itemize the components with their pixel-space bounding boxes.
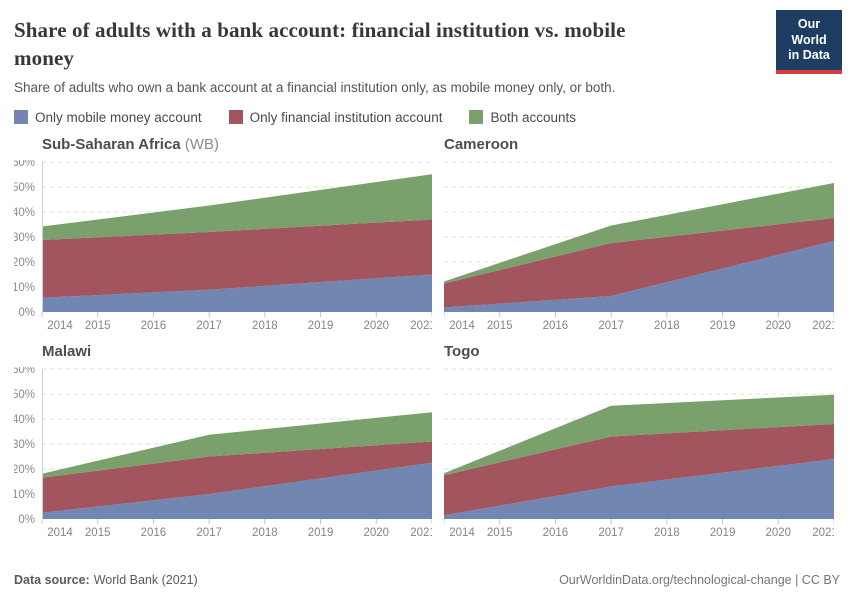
- area-only-financial-institution-account[interactable]: [42, 441, 432, 513]
- y-tick-label: 30%: [14, 439, 35, 451]
- legend-label-both-accounts: Both accounts: [490, 109, 577, 125]
- area-both-accounts[interactable]: [42, 173, 432, 240]
- x-tick-label: 2019: [308, 320, 334, 332]
- owid-logo[interactable]: Our World in Data: [776, 10, 842, 74]
- legend-swatch-financial-only: [228, 110, 243, 125]
- y-tick-label: 10%: [14, 489, 35, 501]
- area-only-financial-institution-account[interactable]: [444, 217, 834, 308]
- x-tick-label: 2021: [812, 320, 834, 332]
- chart-title-sub-saharan-africa: Sub-Saharan Africa (WB): [42, 136, 432, 153]
- chart-cell-cameroon: Cameroon 2014 2015 2016 2017 2018 2019 2020 202…: [444, 136, 834, 334]
- small-multiples-grid: Sub-Saharan Africa (WB) 0% 10% 20% 30% 40% 50…: [14, 136, 842, 541]
- legend-item-financial-only[interactable]: Only financial institution account: [228, 109, 443, 125]
- area-both-accounts[interactable]: [444, 394, 834, 475]
- x-tick-label: 2021: [410, 320, 432, 332]
- owid-logo-text: Our World in Data: [776, 10, 842, 70]
- x-tick-label: 2015: [487, 320, 513, 332]
- owid-logo-stripe: [776, 69, 842, 74]
- y-tick-label: 0%: [18, 307, 35, 319]
- chart-title-cameroon: Cameroon: [444, 136, 834, 153]
- x-tick-label: 2020: [363, 527, 389, 539]
- area-only-mobile-money-account[interactable]: [42, 274, 432, 312]
- area-only-mobile-money-account[interactable]: [444, 458, 834, 519]
- chart-title-togo: Togo: [444, 343, 834, 360]
- legend: Only mobile money account Only financial…: [14, 110, 842, 125]
- y-tick-label: 40%: [14, 414, 35, 426]
- area-only-financial-institution-account[interactable]: [42, 219, 432, 298]
- footer: Data source: World Bank (2021) OurWorldin…: [14, 573, 840, 587]
- chart-togo[interactable]: 2014 2015 2016 2017 2018 2019 2020 2021: [444, 367, 834, 541]
- chart-title-text: Malawi: [42, 342, 92, 360]
- legend-label-mobile-only: Only mobile money account: [35, 109, 202, 125]
- area-both-accounts[interactable]: [42, 411, 432, 478]
- x-tick-label: 2016: [543, 527, 569, 539]
- x-tick-label: 2018: [252, 527, 278, 539]
- area-only-mobile-money-account[interactable]: [444, 240, 834, 312]
- x-tick-label: 2016: [141, 320, 167, 332]
- area-both-accounts[interactable]: [444, 182, 834, 284]
- area-only-financial-institution-account[interactable]: [444, 423, 834, 515]
- legend-swatch-mobile-only: [14, 110, 28, 125]
- x-tick-label: 2015: [487, 527, 513, 539]
- y-tick-label: 20%: [14, 464, 35, 476]
- x-tick-label: 2018: [654, 320, 680, 332]
- x-tick-label: 2016: [543, 320, 569, 332]
- chart-title-text: Cameroon: [444, 135, 519, 153]
- y-tick-label: 50%: [14, 182, 35, 194]
- area-only-mobile-money-account[interactable]: [42, 462, 432, 519]
- data-source-label: Data source:: [14, 573, 90, 587]
- chart-cell-sub-saharan-africa: Sub-Saharan Africa (WB) 0% 10% 20% 30% 40% 50…: [14, 136, 432, 334]
- legend-swatch-both-accounts: [469, 110, 484, 125]
- chart-title-suffix: (WB): [180, 135, 219, 153]
- owid-logo-line2: in Data: [788, 48, 830, 63]
- x-tick-label: 2014: [449, 527, 475, 539]
- chart-title-malawi: Malawi: [42, 343, 432, 360]
- x-tick-label: 2018: [654, 527, 680, 539]
- legend-item-both-accounts[interactable]: Both accounts: [469, 110, 576, 125]
- x-tick-label: 2014: [449, 320, 475, 332]
- y-tick-label: 50%: [14, 389, 35, 401]
- x-tick-label: 2016: [141, 527, 167, 539]
- legend-item-mobile-only[interactable]: Only mobile money account: [14, 110, 202, 125]
- chart-cell-togo: Togo 2014 2015 2016 2017 2018 2019 2020 2021: [444, 343, 834, 541]
- x-tick-label: 2017: [196, 527, 222, 539]
- x-tick-label: 2015: [85, 527, 111, 539]
- chart-title-text: Sub-Saharan Africa: [42, 135, 181, 153]
- owid-logo-line1: Our World: [791, 17, 827, 47]
- y-tick-label: 60%: [14, 160, 35, 169]
- x-tick-label: 2020: [363, 320, 389, 332]
- x-tick-label: 2021: [410, 527, 432, 539]
- x-tick-label: 2019: [710, 527, 736, 539]
- x-tick-label: 2017: [598, 320, 624, 332]
- x-tick-label: 2015: [85, 320, 111, 332]
- x-tick-label: 2020: [765, 320, 791, 332]
- attribution-link[interactable]: OurWorldinData.org/technological-change …: [559, 573, 840, 587]
- x-tick-label: 2020: [765, 527, 791, 539]
- y-tick-label: 40%: [14, 207, 35, 219]
- y-tick-label: 60%: [14, 367, 35, 376]
- data-source: Data source: World Bank (2021): [14, 573, 198, 587]
- x-tick-label: 2014: [47, 527, 73, 539]
- x-tick-label: 2019: [710, 320, 736, 332]
- y-tick-label: 10%: [14, 282, 35, 294]
- chart-malawi[interactable]: 0% 10% 20% 30% 40% 50% 60% 2014 2015 2016 2017 2018…: [14, 367, 432, 541]
- y-tick-label: 30%: [14, 232, 35, 244]
- page-title: Share of adults with a bank account: fin…: [14, 18, 626, 71]
- data-source-value: World Bank (2021): [93, 573, 198, 587]
- x-tick-label: 2019: [308, 527, 334, 539]
- chart-cameroon[interactable]: 2014 2015 2016 2017 2018 2019 2020 2021: [444, 160, 834, 334]
- chart-title-text: Togo: [444, 342, 480, 360]
- chart-cell-malawi: Malawi 0% 10% 20% 30% 40% 50% 60% 2014 2015 2016 2…: [14, 343, 432, 541]
- x-tick-label: 2014: [47, 320, 73, 332]
- x-tick-label: 2021: [812, 527, 834, 539]
- y-tick-label: 0%: [18, 514, 35, 526]
- chart-sub-saharan-africa[interactable]: 0% 10% 20% 30% 40% 50% 60% 2014 2015 2016 2017 2018…: [14, 160, 432, 334]
- x-tick-label: 2017: [196, 320, 222, 332]
- y-tick-label: 20%: [14, 257, 35, 269]
- page-subtitle: Share of adults who own a bank account a…: [14, 79, 616, 95]
- x-tick-label: 2018: [252, 320, 278, 332]
- legend-label-financial-only: Only financial institution account: [249, 109, 443, 125]
- x-tick-label: 2017: [598, 527, 624, 539]
